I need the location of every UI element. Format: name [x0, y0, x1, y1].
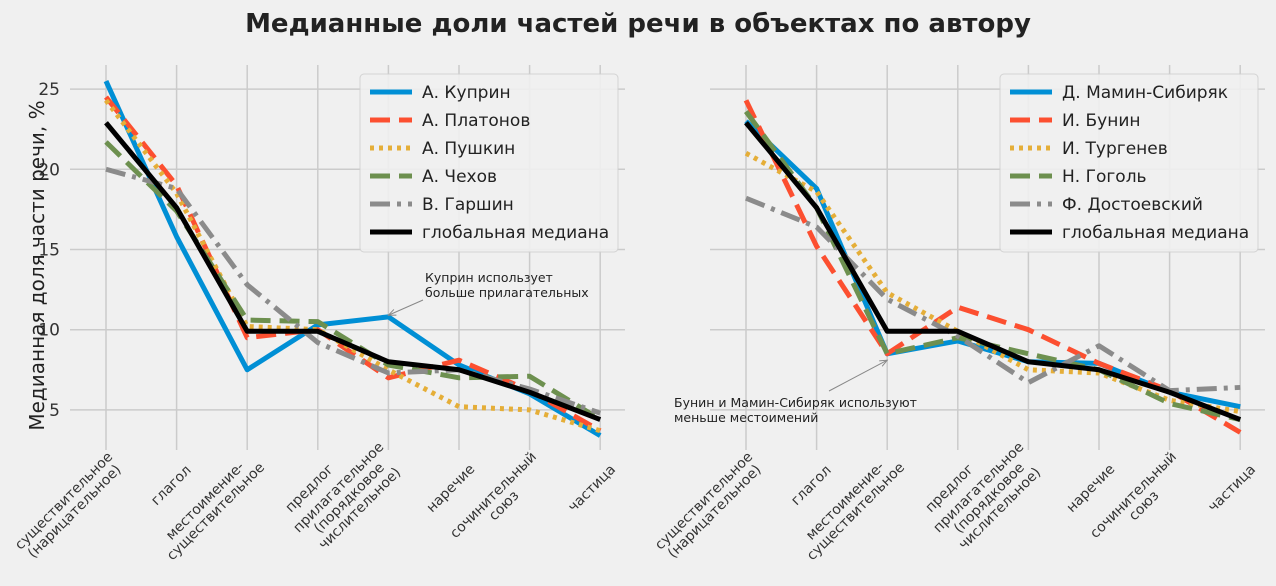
legend-label: Ф. Достоевский: [1062, 195, 1203, 215]
legend-box: [999, 73, 1259, 253]
y-tick-label: 25: [38, 80, 60, 100]
figure-title: Медианные доли частей речи в объектах по…: [245, 9, 1031, 39]
legend-label: глобальная медиана: [422, 223, 609, 243]
legend: А. Куприн А. Платонов А. Пушкин А. Чехов В. …: [359, 73, 619, 253]
annotation-arrow: [828, 359, 888, 392]
series-line: [104, 98, 601, 434]
legend-label: А. Платонов: [422, 111, 530, 131]
grid: [70, 65, 625, 450]
y-tick-label: 5: [49, 401, 60, 421]
y-tick-label: 15: [38, 240, 60, 260]
legend: Д. Мамин-Сибиряк И. Бунин И. Тургенев Н. Го…: [999, 73, 1259, 253]
series-group: [743, 99, 1242, 435]
legend-box: [359, 73, 619, 253]
y-axis-label: Медианная доля части речи, %: [25, 100, 49, 430]
annotation-arrowhead: [387, 309, 397, 316]
legend-label: И. Бунин: [1062, 111, 1141, 131]
legend-label: В. Гаршин: [422, 195, 514, 215]
series-line: [105, 166, 602, 416]
legend-label: А. Чехов: [422, 167, 497, 187]
series-line: [744, 121, 1242, 422]
annotation-text: меньше местоимений: [674, 410, 818, 425]
legend-label: Д. Мамин-Сибиряк: [1062, 83, 1228, 103]
series-line: [745, 195, 1241, 394]
annotation-text: Бунин и Мамин-Сибиряк используют: [674, 395, 917, 410]
legend-label: А. Пушкин: [422, 139, 515, 159]
y-tick-label: 20: [38, 160, 60, 180]
legend-label: глобальная медиана: [1062, 223, 1249, 243]
annotation-arrowhead: [879, 359, 889, 367]
series-group: [103, 80, 602, 438]
legend-label: Н. Гоголь: [1062, 167, 1147, 187]
annotation-text: больше прилагательных: [425, 285, 589, 300]
y-tick-label: 10: [38, 321, 60, 341]
series-line: [104, 121, 602, 422]
series-line: [104, 95, 602, 433]
annotation-text: Куприн использует: [425, 270, 553, 285]
annotation-arrow: [388, 299, 424, 316]
legend-label: А. Куприн: [422, 83, 511, 103]
legend-label: И. Тургенев: [1062, 139, 1168, 159]
